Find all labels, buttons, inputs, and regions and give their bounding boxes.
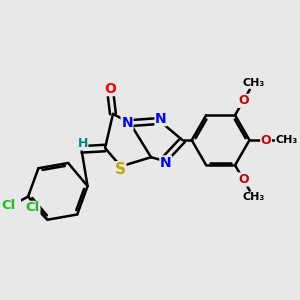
Text: N: N (155, 112, 167, 126)
Text: CH₃: CH₃ (242, 192, 265, 203)
Text: N: N (121, 116, 133, 130)
Text: CH₃: CH₃ (276, 135, 298, 145)
Text: O: O (104, 82, 116, 96)
Text: O: O (238, 173, 249, 186)
Text: Cl: Cl (2, 199, 16, 212)
Text: Cl: Cl (26, 201, 40, 214)
Text: S: S (115, 162, 126, 177)
Text: CH₃: CH₃ (242, 78, 265, 88)
Text: O: O (238, 94, 249, 107)
Text: N: N (160, 156, 172, 170)
Text: O: O (261, 134, 271, 147)
Text: H: H (77, 137, 88, 150)
